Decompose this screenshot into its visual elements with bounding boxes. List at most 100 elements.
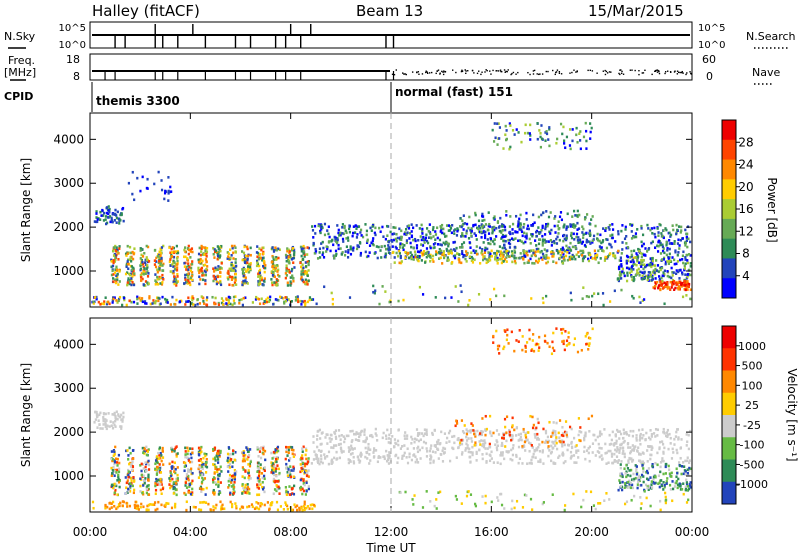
range-cell	[187, 296, 190, 300]
range-cell	[490, 249, 493, 253]
range-cell	[649, 262, 652, 266]
range-cell	[154, 299, 158, 303]
range-cell	[488, 453, 491, 457]
range-cell	[609, 252, 612, 255]
range-cell	[477, 219, 481, 223]
range-cell	[540, 137, 544, 141]
range-cell	[677, 286, 680, 290]
range-cell	[160, 246, 164, 249]
range-cell	[577, 449, 580, 452]
range-cell	[230, 458, 233, 461]
nave-dot	[489, 70, 491, 72]
range-cell	[112, 213, 115, 216]
range-cell	[186, 452, 189, 456]
range-cell	[172, 481, 175, 484]
range-cell	[303, 483, 306, 487]
range-cell	[660, 232, 663, 235]
range-cell	[306, 460, 310, 464]
range-cell	[288, 250, 291, 253]
range-cell	[241, 483, 244, 486]
range-cell	[218, 474, 221, 478]
range-cell	[347, 458, 350, 461]
range-cell	[158, 469, 161, 473]
range-cell	[632, 447, 635, 451]
range-cell	[357, 225, 361, 228]
range-cell	[499, 453, 502, 457]
range-cell	[592, 234, 596, 238]
range-cell	[173, 468, 176, 472]
range-cell	[544, 139, 547, 143]
range-cell	[494, 136, 497, 140]
range-cell	[173, 277, 176, 280]
range-cell	[103, 300, 106, 303]
range-cell	[570, 236, 574, 240]
range-cell	[415, 224, 418, 227]
range-cell	[154, 273, 157, 276]
range-cell	[572, 255, 576, 258]
range-cell	[159, 263, 162, 267]
range-cell	[232, 474, 235, 477]
range-cell	[569, 249, 573, 252]
range-cell	[363, 433, 366, 436]
range-cell	[492, 240, 495, 243]
range-cell	[650, 265, 653, 269]
range-cell	[468, 255, 471, 259]
range-cell	[621, 437, 625, 440]
range-cell	[146, 177, 149, 181]
range-cell	[356, 225, 359, 229]
range-cell	[407, 226, 411, 230]
range-cell	[624, 483, 627, 487]
range-cell	[429, 256, 432, 259]
range-cell	[364, 455, 367, 459]
range-cell	[503, 225, 507, 229]
range-cell	[646, 250, 649, 253]
range-cell	[258, 264, 261, 268]
range-cell	[116, 250, 119, 254]
range-cell	[538, 346, 541, 349]
range-cell	[293, 484, 296, 488]
range-cell	[686, 456, 689, 460]
range-cell	[496, 249, 499, 253]
range-cell	[557, 232, 560, 235]
range-cell	[301, 460, 304, 463]
range-cell	[302, 280, 305, 284]
range-cell	[170, 484, 173, 488]
range-cell	[330, 458, 334, 462]
range-cell	[659, 252, 663, 255]
range-cell	[153, 263, 157, 266]
range-cell	[676, 451, 679, 455]
range-cell	[139, 276, 143, 279]
range-cell	[159, 247, 162, 251]
range-cell	[554, 430, 557, 434]
range-cell	[469, 231, 473, 235]
range-cell	[469, 228, 472, 232]
range-cell	[677, 225, 681, 228]
range-cell	[660, 266, 664, 270]
range-cell	[651, 231, 654, 235]
range-cell	[474, 435, 477, 438]
range-cell	[287, 268, 290, 272]
nave-dot	[606, 72, 609, 74]
range-cell	[289, 280, 292, 283]
range-cell	[479, 226, 482, 230]
range-cell	[642, 475, 645, 478]
range-cell	[238, 301, 241, 305]
range-cell	[385, 437, 388, 441]
range-cell	[439, 452, 442, 456]
range-cell	[451, 260, 454, 264]
range-cell	[184, 276, 187, 280]
range-cell	[143, 251, 146, 255]
range-cell	[466, 446, 469, 450]
range-cell	[634, 235, 637, 238]
range-cell	[171, 460, 174, 464]
range-cell	[277, 449, 280, 453]
range-cell	[667, 286, 671, 289]
range-cell	[576, 209, 579, 213]
nsearch-tick-bottom: 10^0	[698, 40, 725, 51]
range-cell	[544, 340, 547, 343]
range-cell	[511, 232, 514, 235]
range-cell	[154, 467, 157, 471]
range-cell	[689, 273, 692, 277]
range-cell	[121, 418, 124, 421]
range-cell	[645, 469, 649, 473]
